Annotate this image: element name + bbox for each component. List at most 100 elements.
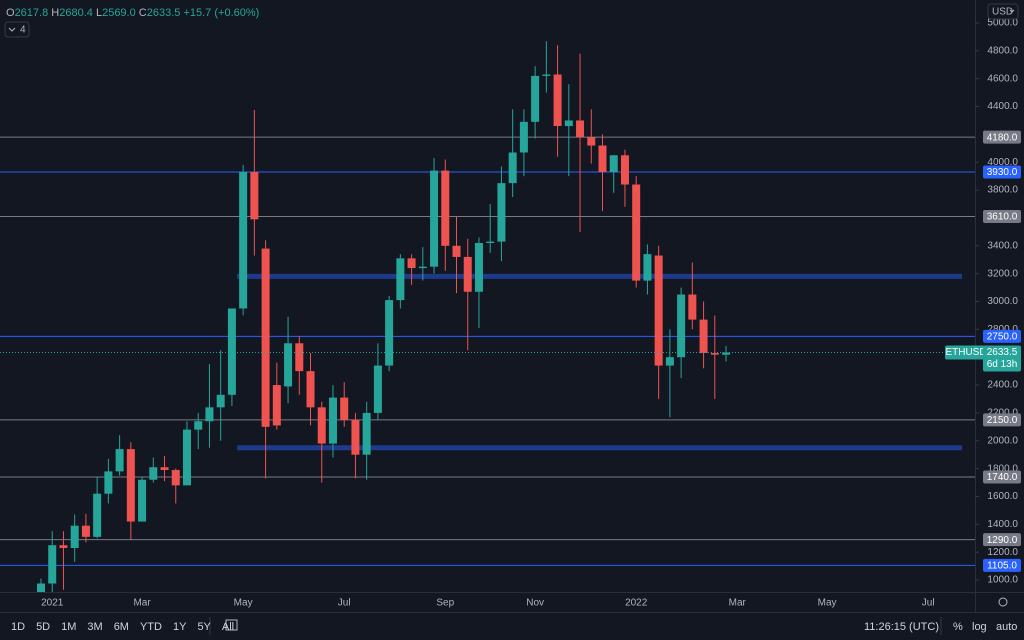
y-tick-label: 4800.0 (987, 45, 1018, 56)
candle-body (463, 256, 472, 292)
candle-body (306, 371, 315, 408)
candle-body (295, 343, 304, 372)
y-tick-label: 4600.0 (987, 73, 1018, 84)
candle-body (519, 121, 528, 153)
x-tick-label: 2021 (41, 598, 64, 609)
candle-body (160, 467, 169, 471)
auto-button[interactable]: auto (996, 621, 1017, 633)
x-tick-label: Mar (133, 598, 151, 609)
y-tick-label: 5000.0 (987, 18, 1018, 29)
x-tick-label: 2022 (625, 598, 648, 609)
candle-body (632, 184, 641, 281)
candle-body (542, 74, 551, 76)
y-tick-label: 1200.0 (987, 547, 1018, 558)
level-label: 2750.0 (987, 331, 1018, 342)
candle-body (688, 294, 697, 320)
level-label-bg (983, 533, 1021, 547)
x-tick-label: May (818, 598, 837, 609)
date-range-icon[interactable] (225, 619, 238, 631)
candle-body (609, 155, 618, 172)
candle-body (654, 255, 663, 366)
range-button[interactable]: YTD (140, 621, 162, 633)
legend-value: 2569.0 (102, 7, 136, 19)
candle-body (70, 525, 79, 548)
range-button[interactable]: 6M (114, 621, 129, 633)
level-label-bg (983, 470, 1021, 484)
candle-body (284, 343, 293, 387)
y-tick-label: 1000.0 (987, 575, 1018, 586)
candle-body (474, 243, 483, 292)
candle-body (362, 412, 371, 455)
x-tick-label: Nov (526, 598, 544, 609)
candle-body (149, 467, 158, 480)
candle-body (396, 258, 405, 301)
y-tick-label: 3800.0 (987, 185, 1018, 196)
candle-body (126, 449, 135, 522)
candle-body (81, 525, 90, 537)
range-button[interactable]: 5D (36, 621, 50, 633)
candle-body (351, 419, 360, 455)
level-label-bg (983, 130, 1021, 144)
level-label-bg (983, 329, 1021, 343)
x-tick-label: Mar (729, 598, 747, 609)
legend-value: 2680.4 (59, 7, 93, 19)
candle-body (104, 471, 113, 494)
y-tick-label: 1400.0 (987, 519, 1018, 530)
range-button[interactable]: 3M (87, 621, 102, 633)
level-label: 3930.0 (987, 167, 1018, 178)
chevron-icon (8, 27, 16, 32)
level-label: 4180.0 (987, 132, 1018, 143)
candle-body (564, 120, 573, 127)
candle-body (677, 294, 686, 358)
legend-key: C (139, 7, 147, 19)
legend-value: 2633.5 (147, 7, 181, 19)
y-tick-label: 4400.0 (987, 101, 1018, 112)
candle-body (317, 407, 326, 444)
candle-body (587, 137, 596, 146)
y-tick-label: 3400.0 (987, 240, 1018, 251)
candle-body (441, 170, 450, 246)
range-button[interactable]: 1M (61, 621, 76, 633)
range-button[interactable]: All (222, 621, 234, 633)
y-tick-label: 2200.0 (987, 408, 1018, 419)
range-button[interactable]: 1Y (173, 621, 187, 633)
candle-body (699, 319, 708, 354)
candle-body (553, 74, 562, 127)
symbol-label: ETHUSD (945, 347, 986, 358)
indicator-toggle[interactable] (4, 21, 30, 38)
currency-button[interactable] (987, 3, 1019, 20)
y-tick-label: 4000.0 (987, 157, 1018, 168)
range-button[interactable]: 1D (11, 621, 25, 633)
range-button[interactable]: 5Y (197, 621, 211, 633)
level-label-bg (983, 413, 1021, 427)
price-label-bg (983, 345, 1021, 372)
x-tick-label: May (234, 598, 253, 609)
candle-body (48, 545, 57, 584)
y-tick-label: 3000.0 (987, 296, 1018, 307)
candle-body (430, 170, 439, 267)
x-tick-label: Jul (922, 598, 935, 609)
candle-body (373, 365, 382, 413)
settings-icon[interactable] (998, 597, 1008, 607)
level-label: 1105.0 (987, 561, 1017, 572)
y-tick-label: 2800.0 (987, 324, 1018, 335)
y-tick-label: 2000.0 (987, 435, 1018, 446)
candle-body (407, 258, 416, 269)
y-tick-label: 2400.0 (987, 380, 1018, 391)
toolbar: 11:26:15 (UTC) % log auto 1D 5D 1M 3M 6M YTD 1… (11, 617, 1017, 635)
candle-body (497, 183, 506, 242)
candle-body (576, 120, 585, 138)
candle-body (620, 155, 629, 185)
candle-body (59, 545, 68, 548)
x-tick-label: Jul (338, 598, 351, 609)
level-label: 1740.0 (987, 472, 1018, 483)
candle-body (643, 254, 652, 281)
candle-body (227, 308, 236, 395)
log-button[interactable]: log (972, 621, 987, 633)
level-label-bg (983, 558, 1021, 572)
percent-button[interactable]: % (953, 621, 963, 633)
candle-body (328, 397, 337, 444)
candle-body (272, 385, 281, 426)
